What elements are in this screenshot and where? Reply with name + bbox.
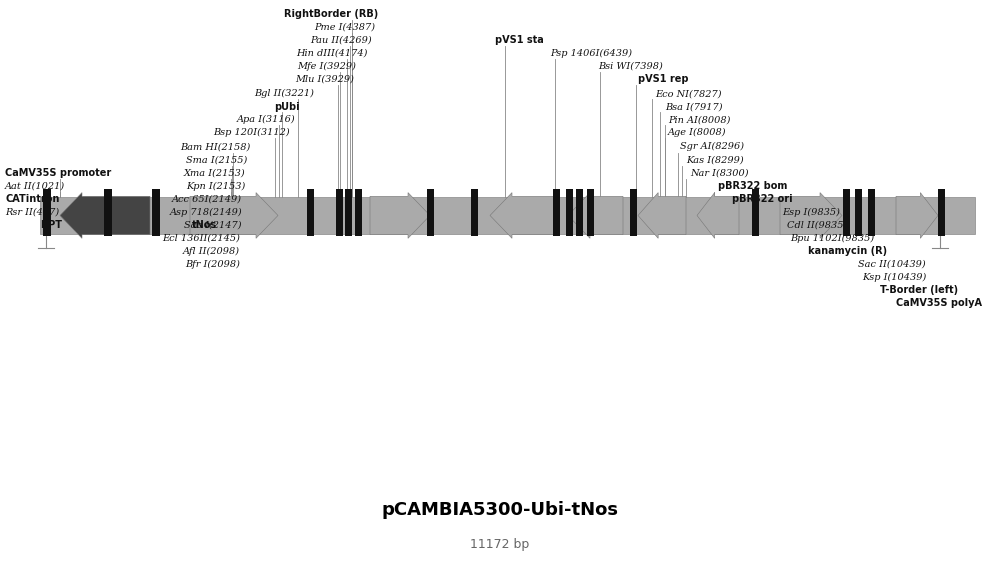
FancyArrow shape xyxy=(697,193,739,238)
Bar xyxy=(752,189,759,236)
Bar xyxy=(345,189,352,236)
Bar xyxy=(152,189,160,236)
Text: 11172 bp: 11172 bp xyxy=(470,538,530,551)
Text: Bfr I(2098): Bfr I(2098) xyxy=(185,260,240,269)
Text: HPT: HPT xyxy=(40,220,62,230)
Text: Pme I(4387): Pme I(4387) xyxy=(314,23,375,32)
Text: pVS1 sta: pVS1 sta xyxy=(495,35,544,45)
Text: kanamycin (R): kanamycin (R) xyxy=(808,246,887,256)
Text: Pin AI(8008): Pin AI(8008) xyxy=(668,115,730,124)
Bar xyxy=(336,189,343,236)
Text: tNos: tNos xyxy=(192,220,217,230)
Text: pCAMBIA5300-Ubi-tNos: pCAMBIA5300-Ubi-tNos xyxy=(382,501,618,519)
Text: Pau II(4269): Pau II(4269) xyxy=(310,36,372,45)
FancyArrow shape xyxy=(190,193,278,238)
FancyArrow shape xyxy=(638,193,686,238)
Text: Cdl II(9835): Cdl II(9835) xyxy=(787,221,847,230)
Bar xyxy=(427,189,434,236)
Bar xyxy=(43,189,51,236)
Text: Bam HI(2158): Bam HI(2158) xyxy=(180,142,250,151)
Text: Nar I(8300): Nar I(8300) xyxy=(690,168,748,177)
Text: Bsi WI(7398): Bsi WI(7398) xyxy=(598,62,663,71)
FancyArrow shape xyxy=(896,193,938,238)
Bar xyxy=(40,197,975,234)
Text: Sgr AI(8296): Sgr AI(8296) xyxy=(680,142,744,151)
Text: Rsr II(437): Rsr II(437) xyxy=(5,208,59,217)
Bar xyxy=(566,189,573,236)
Bar xyxy=(938,189,945,236)
Text: Ecl 136II(2145): Ecl 136II(2145) xyxy=(162,234,240,243)
Text: Eco NI(7827): Eco NI(7827) xyxy=(655,89,722,98)
Text: Apa I(3116): Apa I(3116) xyxy=(236,115,295,124)
Text: pVS1 rep: pVS1 rep xyxy=(638,74,688,84)
Text: Mfe I(3929): Mfe I(3929) xyxy=(297,62,356,71)
Bar xyxy=(307,189,314,236)
Text: Hin dIII(4174): Hin dIII(4174) xyxy=(297,49,368,58)
Text: Xma I(2153): Xma I(2153) xyxy=(183,168,245,177)
Text: CaMV35S polyA: CaMV35S polyA xyxy=(896,298,982,308)
Text: Kpn I(2153): Kpn I(2153) xyxy=(186,181,245,191)
Text: Mlu I(3929): Mlu I(3929) xyxy=(295,75,354,84)
Bar xyxy=(843,189,850,236)
Bar xyxy=(868,189,875,236)
Bar xyxy=(855,189,862,236)
FancyArrow shape xyxy=(568,193,623,238)
Text: Asp 718(2149): Asp 718(2149) xyxy=(169,208,242,217)
Text: Aat II(1021): Aat II(1021) xyxy=(5,181,65,191)
Text: CATintron: CATintron xyxy=(5,194,59,204)
FancyArrow shape xyxy=(780,193,842,238)
FancyArrow shape xyxy=(370,193,430,238)
Text: Age I(8008): Age I(8008) xyxy=(668,128,726,137)
Text: Bsp 120I(3112): Bsp 120I(3112) xyxy=(213,128,290,137)
Bar xyxy=(355,189,362,236)
Text: Bsa I(7917): Bsa I(7917) xyxy=(665,102,722,111)
Text: RightBorder (RB): RightBorder (RB) xyxy=(284,9,378,19)
Text: pBR322 bom: pBR322 bom xyxy=(718,181,787,191)
Text: Afl II(2098): Afl II(2098) xyxy=(183,247,240,256)
Text: Bpu 1102I(9835): Bpu 1102I(9835) xyxy=(790,234,874,243)
Text: pBR322 ori: pBR322 ori xyxy=(732,194,793,204)
Text: Sac I(2147): Sac I(2147) xyxy=(184,221,242,230)
Text: pUbi: pUbi xyxy=(274,101,300,112)
Bar xyxy=(471,189,478,236)
Text: Psp 1406I(6439): Psp 1406I(6439) xyxy=(550,49,632,58)
Text: CaMV35S promoter: CaMV35S promoter xyxy=(5,168,111,178)
Text: Esp I(9835): Esp I(9835) xyxy=(782,208,840,217)
Bar xyxy=(553,189,560,236)
Text: Bgl II(3221): Bgl II(3221) xyxy=(254,89,314,98)
FancyArrow shape xyxy=(490,193,555,238)
Bar xyxy=(587,189,594,236)
Text: Ksp I(10439): Ksp I(10439) xyxy=(862,273,926,282)
Text: Sma I(2155): Sma I(2155) xyxy=(186,155,247,164)
Text: Kas I(8299): Kas I(8299) xyxy=(686,155,744,164)
Text: Acc 65I(2149): Acc 65I(2149) xyxy=(172,194,242,204)
Text: T-Border (left): T-Border (left) xyxy=(880,285,958,295)
Bar xyxy=(630,189,637,236)
Bar xyxy=(104,189,112,236)
Bar xyxy=(576,189,583,236)
FancyArrow shape xyxy=(60,193,150,238)
Text: Sac II(10439): Sac II(10439) xyxy=(858,260,926,269)
